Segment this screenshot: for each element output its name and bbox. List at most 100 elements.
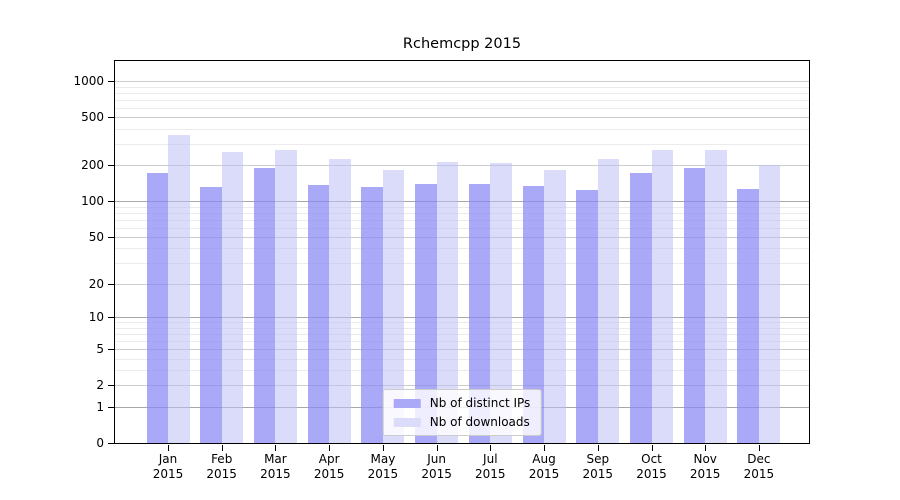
gridline-30 [115, 263, 809, 265]
bar-distinct-ips-oct [630, 172, 652, 443]
y-axis-tick-1 [108, 406, 114, 408]
legend-item-downloads: Nb of downloads [393, 415, 531, 429]
bar-distinct-ips-jul [468, 184, 491, 443]
bar-distinct-ips-aug [522, 186, 544, 443]
x-axis-tick-nov [705, 445, 707, 451]
bar-downloads-aug [544, 169, 566, 443]
bar-downloads-jun [436, 162, 459, 443]
y-axis-label-500: 500 [81, 110, 104, 125]
bar-downloads-oct [651, 149, 673, 443]
y-axis-label-1: 1 [96, 399, 104, 414]
y-axis-label-1000: 1000 [73, 74, 104, 88]
gridline-7 [115, 334, 809, 335]
y-axis-label-0: 0 [96, 436, 104, 450]
x-axis-tick-dec [758, 445, 760, 451]
bar-downloads-mar [275, 149, 297, 443]
y-axis-tick-500 [108, 117, 114, 119]
y-axis-tick-200 [108, 165, 114, 167]
gridline-5 [115, 349, 809, 351]
x-axis-label-mar: Mar 2015 [260, 452, 291, 481]
gridline-9 [115, 322, 809, 324]
y-axis-tick-10 [108, 317, 114, 319]
x-axis-tick-sep [597, 445, 599, 451]
bar-distinct-ips-feb [200, 187, 222, 443]
x-axis-label-aug: Aug 2015 [528, 452, 560, 481]
gridline-400 [115, 128, 809, 130]
y-axis-label-50: 50 [88, 230, 104, 244]
y-axis-tick-2 [108, 385, 114, 387]
legend-label-distinct-ips: Nb of distinct IPs [429, 396, 531, 410]
x-axis-label-feb: Feb 2015 [206, 452, 237, 481]
legend-item-distinct-ips: Nb of distinct IPs [393, 396, 531, 410]
bar-downloads-sep [597, 158, 620, 443]
x-axis-tick-may [382, 445, 384, 451]
gridline-4 [115, 358, 809, 360]
y-axis-label-20: 20 [88, 276, 104, 291]
gridline-40 [115, 248, 809, 250]
y-axis-tick-100 [108, 201, 114, 203]
y-axis-label-2: 2 [96, 378, 104, 393]
bar-distinct-ips-may [361, 187, 383, 443]
x-axis-label-jul: Jul 2015 [475, 452, 506, 481]
chart-title: Rchemcpp 2015 [402, 36, 522, 52]
y-axis-label-5: 5 [96, 342, 104, 357]
gridline-60 [115, 227, 809, 229]
gridline-500 [115, 117, 809, 119]
bar-downloads-nov [705, 149, 727, 443]
bar-distinct-ips-jun [415, 183, 437, 443]
gridline-700 [115, 99, 809, 101]
x-axis-label-may: May 2015 [367, 452, 399, 481]
y-axis-tick-20 [108, 283, 114, 285]
x-axis-tick-oct [651, 445, 653, 451]
bar-downloads-dec [758, 164, 781, 443]
x-axis-tick-jul [490, 445, 492, 451]
x-axis-tick-aug [544, 445, 545, 451]
bar-distinct-ips-sep [576, 190, 598, 443]
plot-area: Nb of distinct IPs Nb of downloads [114, 60, 810, 444]
gridline-6 [115, 341, 809, 342]
bar-distinct-ips-mar [253, 168, 276, 443]
gridline-800 [115, 92, 809, 94]
y-axis-label-10: 10 [88, 310, 104, 325]
x-axis-tick-apr [329, 445, 331, 451]
y-axis-tick-5 [108, 349, 114, 351]
gridline-1000 [115, 81, 809, 82]
bar-downloads-apr [329, 158, 351, 443]
y-axis-tick-1000 [108, 81, 114, 82]
gridline-100 [115, 201, 809, 203]
bar-downloads-may [382, 169, 405, 443]
y-axis-label-200: 200 [81, 158, 104, 173]
bar-downloads-feb [221, 152, 244, 443]
gridline-8 [115, 327, 809, 329]
x-axis-label-apr: Apr 2015 [313, 452, 345, 481]
bar-downloads-jul [490, 163, 512, 443]
x-axis-tick-feb [221, 445, 223, 451]
bar-distinct-ips-apr [307, 185, 330, 443]
gridline-200 [115, 165, 809, 167]
x-axis-tick-jun [436, 445, 438, 451]
gridline-90 [115, 206, 809, 208]
gridline-900 [115, 86, 809, 88]
y-axis-label-100: 100 [81, 194, 104, 209]
x-axis-label-dec: Dec 2015 [743, 452, 775, 481]
gridline-50 [115, 237, 809, 238]
x-axis-label-jan: Jan 2015 [152, 452, 184, 481]
gridline-20 [115, 283, 809, 285]
x-axis-tick-jan [168, 445, 169, 451]
legend-swatch-downloads [393, 417, 421, 427]
x-axis-label-oct: Oct 2015 [636, 452, 667, 481]
gridline-10 [115, 317, 809, 319]
x-axis-tick-mar [275, 445, 277, 451]
legend-swatch-distinct-ips [393, 398, 421, 408]
x-axis-label-jun: Jun 2015 [421, 452, 452, 481]
x-axis-label-nov: Nov 2015 [689, 452, 721, 481]
gridline-300 [115, 144, 809, 145]
bar-downloads-jan [168, 135, 190, 443]
y-axis-tick-50 [108, 237, 114, 238]
bar-distinct-ips-jan [146, 173, 168, 443]
gridline-2 [115, 385, 809, 387]
gridline-600 [115, 107, 809, 109]
gridline-80 [115, 212, 809, 214]
gridline-3 [115, 370, 809, 372]
